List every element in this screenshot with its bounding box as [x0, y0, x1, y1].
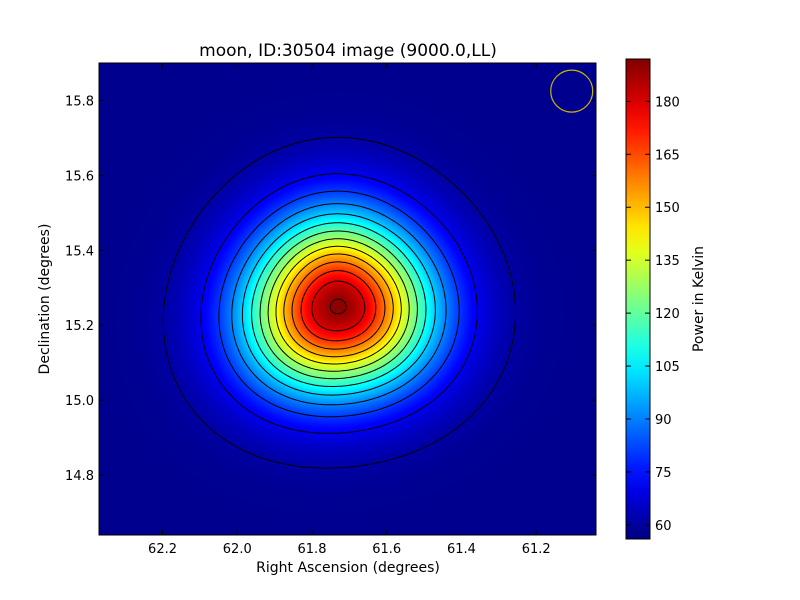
- heatmap-image: [99, 63, 596, 535]
- y-tick-label: 15.0: [65, 394, 94, 409]
- x-tick-label: 61.8: [298, 542, 327, 557]
- contour-lines: [162, 136, 517, 469]
- x-tick-label: 62.0: [223, 542, 252, 557]
- plot-area: [98, 62, 597, 536]
- y-tick-label: 15.4: [65, 244, 94, 259]
- colorbar: 60 75 90 105 120 135 150 165 180 Power in Kelvin: [625, 58, 707, 540]
- contour-line-10: [283, 253, 394, 358]
- x-tick-label: 62.2: [148, 542, 177, 557]
- contour-line-8: [267, 238, 410, 372]
- contour-line-6: [251, 222, 427, 387]
- contour-line-1: [162, 136, 517, 469]
- colorbar-frame: [625, 58, 651, 540]
- x-tick-label: 61.6: [372, 542, 401, 557]
- contour-line-12: [300, 270, 377, 342]
- colorbar-tick-label: 90: [655, 413, 672, 428]
- y-axis-label: Declination (degrees): [37, 224, 53, 375]
- contour-line-4: [231, 203, 447, 406]
- x-axis-label: Right Ascension (degrees): [256, 560, 440, 576]
- colorbar-tick-label: 120: [655, 307, 680, 322]
- x-axis: 62.2 62.0 61.8 61.6 61.4 61.2: [148, 63, 551, 557]
- y-tick-label: 15.6: [65, 169, 94, 184]
- x-tick-label: 61.2: [522, 542, 551, 557]
- beam-marker: [550, 69, 594, 113]
- colorbar-label: Power in Kelvin: [691, 246, 707, 352]
- y-tick-label: 14.8: [65, 469, 94, 484]
- contour-line-9: [275, 245, 402, 365]
- colorbar-tick-label: 60: [655, 519, 672, 534]
- colorbar-ticks: 60 75 90 105 120 135 150 165 180: [626, 95, 680, 534]
- colorbar-gradient: [626, 59, 650, 539]
- contour-line-3: [218, 190, 460, 418]
- colorbar-tick-label: 105: [655, 360, 680, 375]
- plot-frame: [98, 62, 597, 536]
- contour-line-14: [329, 298, 347, 315]
- colorbar-tick-label: 180: [655, 95, 680, 110]
- chart-title: moon, ID:30504 image (9000.0,LL): [199, 41, 497, 61]
- y-axis: 14.8 15.0 15.2 15.4 15.6 15.8: [65, 94, 596, 484]
- x-tick-label: 61.4: [447, 542, 476, 557]
- colorbar-tick-label: 75: [655, 466, 672, 481]
- colorbar-tick-label: 165: [655, 148, 680, 163]
- contour-line-7: [259, 230, 418, 380]
- contour-line-11: [291, 261, 386, 350]
- colorbar-tick-label: 150: [655, 201, 680, 216]
- colorbar-tick-label: 135: [655, 254, 680, 269]
- contour-line-5: [241, 213, 436, 396]
- contour-line-13: [311, 280, 366, 332]
- y-tick-label: 15.2: [65, 319, 94, 334]
- y-tick-label: 15.8: [65, 94, 94, 109]
- contour-line-2: [200, 173, 478, 434]
